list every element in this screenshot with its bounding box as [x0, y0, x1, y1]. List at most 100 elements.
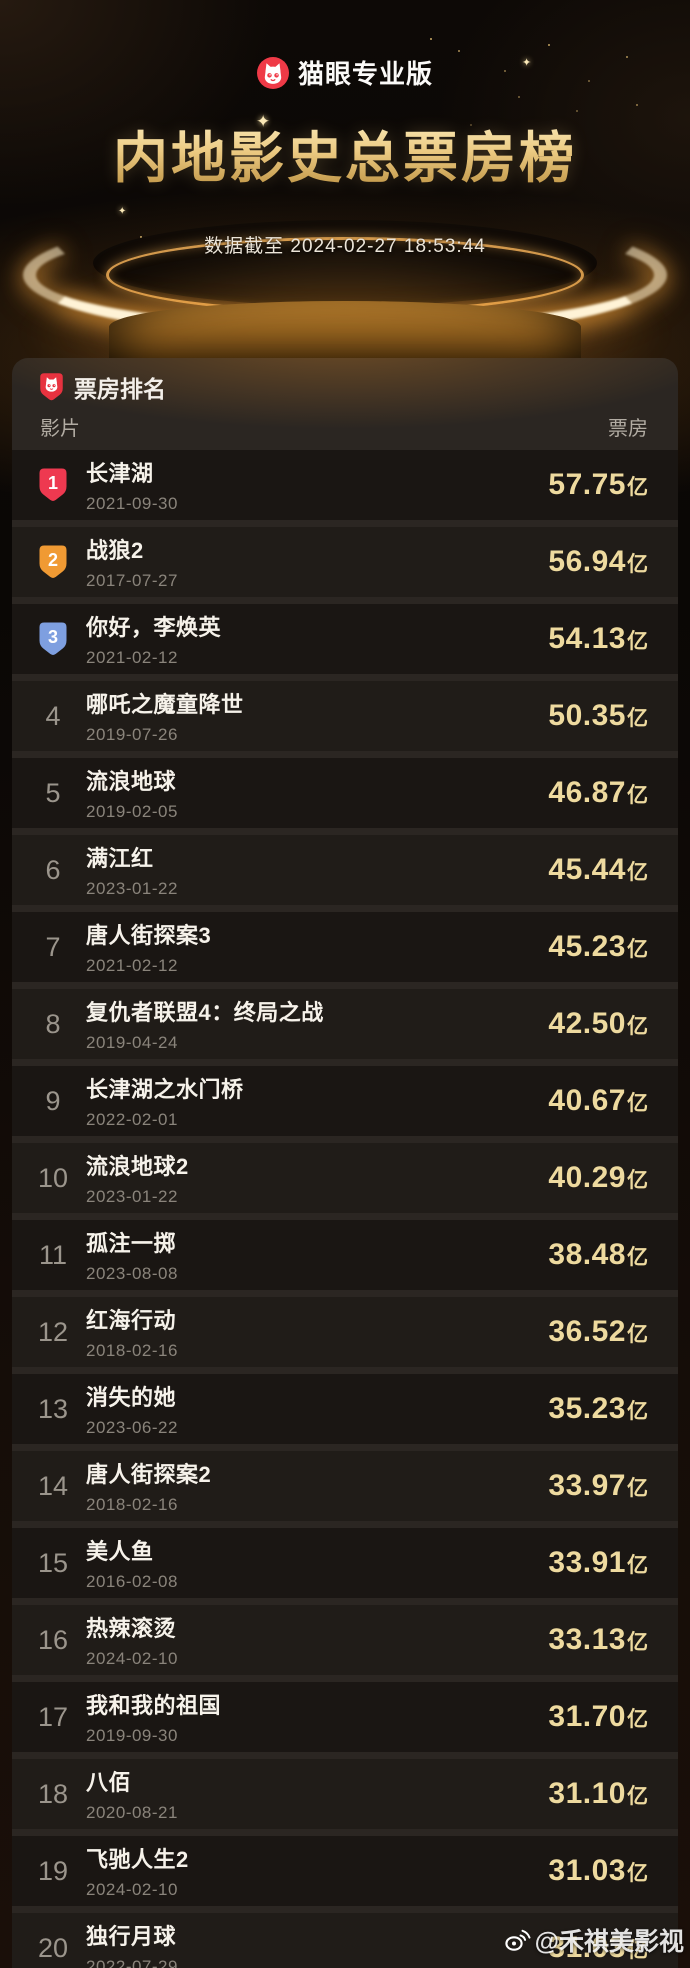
page-title: 内地影史总票房榜	[0, 113, 690, 193]
film-release-date: 2017-07-27	[86, 571, 178, 590]
boxoffice-value: 45.44 亿	[548, 853, 648, 886]
rank-number: 20	[38, 1932, 69, 1963]
boxoffice-value: 35.23 亿	[548, 1392, 648, 1425]
rank-number: 6	[45, 854, 61, 885]
film-cell: 复仇者联盟4：终局之战 2019-04-24	[78, 995, 548, 1053]
film-cell: 我和我的祖国 2019-09-30	[78, 1688, 548, 1746]
film-title: 流浪地球2	[86, 1154, 189, 1179]
list-item[interactable]: 5 流浪地球 2019-02-05 46.87 亿	[12, 758, 678, 828]
film-cell: 你好，李焕英 2021-02-12	[78, 610, 548, 668]
boxoffice-value: 33.13 亿	[548, 1623, 648, 1656]
boxoffice-value: 31.70 亿	[548, 1700, 648, 1733]
boxoffice-value: 38.48 亿	[548, 1238, 648, 1271]
list-item[interactable]: 10 流浪地球2 2023-01-22 40.29 亿	[12, 1143, 678, 1213]
film-cell: 战狼2 2017-07-27	[78, 533, 548, 591]
boxoffice-value: 57.75 亿	[548, 468, 648, 501]
rank-cell: 12	[38, 1317, 78, 1348]
rank-badge: 1	[38, 467, 68, 503]
rank-badge: 3	[38, 621, 68, 657]
rank-number: 18	[38, 1778, 69, 1809]
list-item[interactable]: 3 你好，李焕英 2021-02-12 54.13 亿	[12, 604, 678, 674]
list-item[interactable]: 14 唐人街探案2 2018-02-16 33.97 亿	[12, 1451, 678, 1521]
film-release-date: 2024-02-10	[86, 1649, 178, 1668]
boxoffice-value: 46.87 亿	[548, 776, 648, 809]
list-item[interactable]: 1 长津湖 2021-09-30 57.75 亿	[12, 450, 678, 520]
film-release-date: 2019-04-24	[86, 1033, 178, 1052]
film-title: 唐人街探案3	[86, 923, 212, 948]
boxoffice-value: 36.52 亿	[548, 1315, 648, 1348]
list-item[interactable]: 11 孤注一掷 2023-08-08 38.48 亿	[12, 1220, 678, 1290]
film-cell: 长津湖 2021-09-30	[78, 456, 548, 514]
rank-cell: 15	[38, 1548, 78, 1579]
film-cell: 哪吒之魔童降世 2019-07-26	[78, 687, 548, 745]
weibo-icon	[504, 1929, 531, 1951]
list-item[interactable]: 9 长津湖之水门桥 2022-02-01 40.67 亿	[12, 1066, 678, 1136]
rank-cell: 7	[38, 932, 78, 963]
film-release-date: 2021-09-30	[86, 494, 178, 513]
list-item[interactable]: 8 复仇者联盟4：终局之战 2019-04-24 42.50 亿	[12, 989, 678, 1059]
rank-number: 16	[38, 1624, 69, 1655]
film-title: 热辣滚烫	[86, 1616, 177, 1641]
rank-cell: 18	[38, 1779, 78, 1810]
film-release-date: 2024-02-10	[86, 1880, 178, 1899]
rank-number: 17	[38, 1701, 69, 1732]
list-item[interactable]: 6 满江红 2023-01-22 45.44 亿	[12, 835, 678, 905]
boxoffice-value: 45.23 亿	[548, 930, 648, 963]
film-cell: 飞驰人生2 2024-02-10	[78, 1842, 548, 1900]
list-item[interactable]: 19 飞驰人生2 2024-02-10 31.03 亿	[12, 1836, 678, 1906]
watermark-text: @禾祺美影视	[534, 1928, 684, 1956]
film-title: 满江红	[86, 846, 154, 871]
list-item[interactable]: 7 唐人街探案3 2021-02-12 45.23 亿	[12, 912, 678, 982]
boxoffice-value: 56.94 亿	[548, 545, 648, 578]
film-cell: 满江红 2023-01-22	[78, 841, 548, 899]
film-cell: 流浪地球 2019-02-05	[78, 764, 548, 822]
rank-cell: 13	[38, 1394, 78, 1425]
film-title: 你好，李焕英	[86, 615, 222, 640]
film-title: 流浪地球	[86, 769, 177, 794]
boxoffice-value: 33.91 亿	[548, 1546, 648, 1579]
boxoffice-value: 31.03 亿	[548, 1854, 648, 1887]
film-title: 独行月球	[86, 1924, 177, 1949]
list-item[interactable]: 17 我和我的祖国 2019-09-30 31.70 亿	[12, 1682, 678, 1752]
film-title: 唐人街探案2	[86, 1462, 212, 1487]
list-item[interactable]: 2 战狼2 2017-07-27 56.94 亿	[12, 527, 678, 597]
brand-lockup: 猫眼专业版	[0, 0, 690, 91]
film-release-date: 2020-08-21	[86, 1803, 178, 1822]
list-item[interactable]: 15 美人鱼 2016-02-08 33.91 亿	[12, 1528, 678, 1598]
list-item[interactable]: 20 独行月球 2022-07-29 31.03 亿	[12, 1913, 678, 1968]
list-item[interactable]: 12 红海行动 2018-02-16 36.52 亿	[12, 1297, 678, 1367]
rank-number: 4	[45, 700, 61, 731]
boxoffice-value: 54.13 亿	[548, 622, 648, 655]
film-release-date: 2018-02-16	[86, 1495, 178, 1514]
film-title: 消失的她	[86, 1385, 177, 1410]
film-release-date: 2023-06-22	[86, 1418, 178, 1437]
rank-cell: 14	[38, 1471, 78, 1502]
boxoffice-value: 40.29 亿	[548, 1161, 648, 1194]
boxoffice-value: 40.67 亿	[548, 1084, 648, 1117]
data-cutoff-timestamp: 数据截至 2024-02-27 18:53:44	[204, 236, 486, 257]
film-release-date: 2021-02-12	[86, 956, 178, 975]
film-title: 复仇者联盟4：终局之战	[86, 1000, 324, 1025]
panel-title: 票房排名	[74, 375, 166, 402]
film-title: 美人鱼	[86, 1539, 154, 1564]
list-item[interactable]: 16 热辣滚烫 2024-02-10 33.13 亿	[12, 1605, 678, 1675]
list-item[interactable]: 18 八佰 2020-08-21 31.10 亿	[12, 1759, 678, 1829]
list-item[interactable]: 13 消失的她 2023-06-22 35.23 亿	[12, 1374, 678, 1444]
rank-badge: 2	[38, 544, 68, 580]
film-title: 长津湖之水门桥	[86, 1077, 244, 1102]
film-title: 孤注一掷	[86, 1231, 177, 1256]
rank-cell: 19	[38, 1856, 78, 1887]
list-item[interactable]: 4 哪吒之魔童降世 2019-07-26 50.35 亿	[12, 681, 678, 751]
film-release-date: 2022-07-29	[86, 1957, 178, 1968]
rank-number: 5	[45, 777, 61, 808]
rank-number: 15	[38, 1547, 69, 1578]
rank-number: 9	[45, 1085, 61, 1116]
boxoffice-value: 33.97 亿	[548, 1469, 648, 1502]
boxoffice-value: 50.35 亿	[548, 699, 648, 732]
film-release-date: 2019-02-05	[86, 802, 178, 821]
podium-glow	[0, 248, 690, 358]
panel-header: 票房排名	[12, 358, 678, 402]
ranking-rows: 1 长津湖 2021-09-30 57.75 亿 2 战狼2 2017-07-2…	[12, 450, 678, 1968]
film-release-date: 2022-02-01	[86, 1110, 178, 1129]
rank-cell: 2	[38, 544, 78, 580]
